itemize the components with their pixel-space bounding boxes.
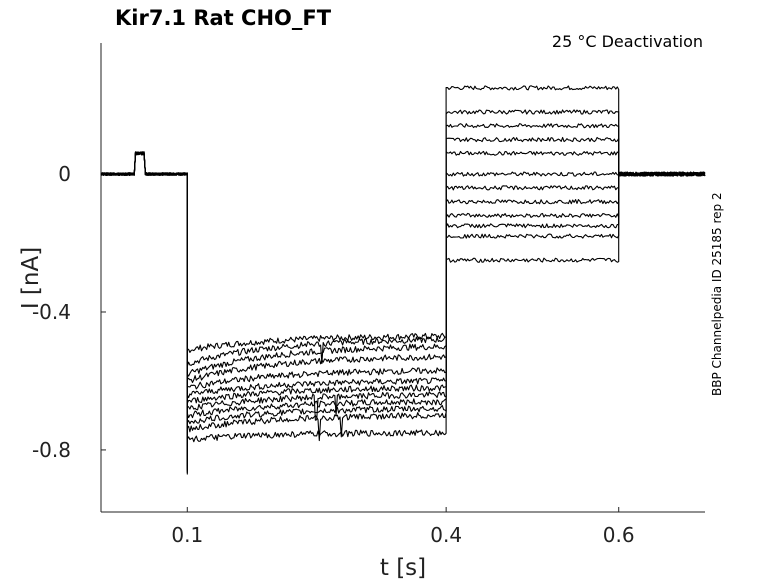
- current-sweep: [101, 136, 706, 471]
- x-tick-label: 0.4: [430, 523, 462, 547]
- current-sweep: [100, 85, 706, 475]
- x-axis-ticks: 0.1 0.4 0.6: [171, 507, 635, 547]
- y-axis-label: I [nA]: [18, 247, 44, 309]
- current-sweep: [100, 152, 706, 467]
- current-sweep: [100, 150, 706, 470]
- x-axis-label: t [s]: [380, 555, 426, 581]
- x-tick-label: 0.1: [171, 523, 203, 547]
- current-sweep: [100, 123, 706, 472]
- y-axis-ticks: 0 -0.4 -0.8: [32, 162, 106, 462]
- current-sweep: [100, 151, 706, 468]
- current-sweep: [100, 151, 706, 460]
- current-traces: [100, 85, 706, 475]
- chart-annotation: 25 °C Deactivation: [552, 32, 703, 51]
- y-tick-label: 0: [58, 162, 71, 186]
- chart-title: Kir7.1 Rat CHO_FT: [115, 6, 332, 30]
- side-note: BBP Channelpedia ID 25185 rep 2: [710, 192, 724, 396]
- y-tick-label: -0.4: [32, 300, 71, 324]
- current-sweep: [100, 151, 706, 461]
- current-sweep: [100, 151, 706, 464]
- y-tick-label: -0.8: [32, 438, 71, 462]
- x-tick-label: 0.6: [603, 523, 635, 547]
- current-sweep: [100, 151, 706, 463]
- current-sweep: [100, 151, 706, 465]
- current-sweep: [100, 109, 706, 474]
